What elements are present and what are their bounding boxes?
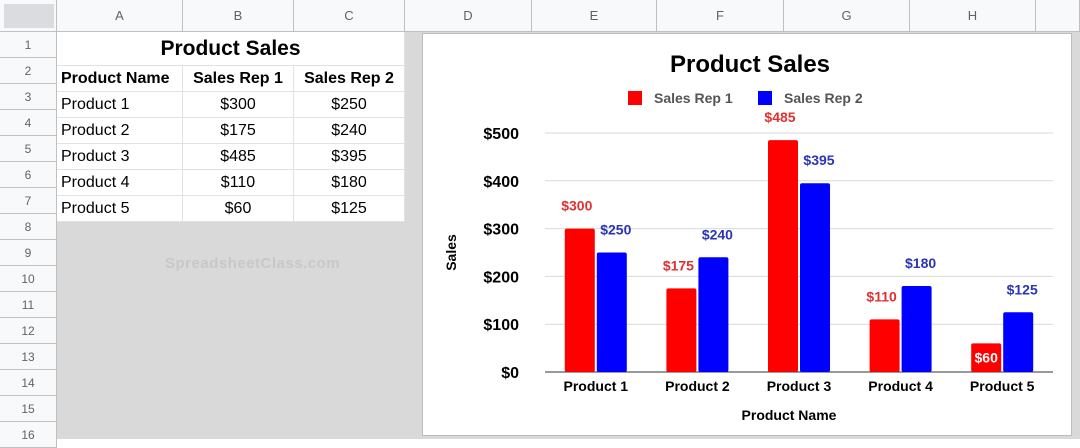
x-tick-label: Product 4	[868, 378, 933, 394]
table-cell[interactable]: $300	[183, 92, 294, 118]
column-header-b[interactable]: B	[183, 0, 294, 32]
table-cell[interactable]: $60	[183, 196, 294, 222]
table-cell[interactable]: $240	[294, 118, 405, 144]
data-label: $110	[866, 288, 897, 304]
data-label: $180	[905, 255, 936, 271]
row-header-10[interactable]: 10	[0, 266, 57, 292]
y-tick-label: $200	[483, 269, 519, 286]
y-axis-title: Sales	[443, 234, 459, 271]
table-cell[interactable]: Product 4	[57, 170, 183, 196]
column-header-g[interactable]: G	[784, 0, 910, 32]
row-header-12[interactable]: 12	[0, 318, 57, 344]
table-title[interactable]: Product Sales	[57, 32, 405, 66]
bar-2	[698, 257, 729, 372]
table-cell[interactable]: $110	[183, 170, 294, 196]
table-cell[interactable]: Product 3	[57, 144, 183, 170]
column-header-f[interactable]: F	[657, 0, 784, 32]
row-header-3[interactable]: 3	[0, 84, 57, 110]
bar-2	[596, 252, 627, 372]
y-tick-label: $400	[483, 174, 519, 191]
data-label: $60	[975, 349, 999, 365]
x-tick-label: Product 3	[767, 378, 832, 394]
row-header-9[interactable]: 9	[0, 240, 57, 266]
row-header-5[interactable]: 5	[0, 136, 57, 162]
row-header-4[interactable]: 4	[0, 110, 57, 136]
y-tick-label: $500	[483, 126, 519, 143]
bar-1	[666, 288, 697, 372]
y-tick-label: $100	[483, 317, 519, 334]
empty-sheet-area	[57, 222, 405, 439]
header-cell[interactable]: Sales Rep 2	[294, 66, 405, 92]
table-cell[interactable]: $125	[294, 196, 405, 222]
table-cell[interactable]: Product 1	[57, 92, 183, 118]
column-header-h[interactable]: H	[910, 0, 1036, 32]
bar-1	[971, 343, 1002, 372]
legend-label: Sales Rep 2	[784, 90, 863, 106]
row-header-1[interactable]: 1	[0, 32, 57, 58]
bar-2	[800, 183, 830, 372]
row-header-7[interactable]: 7	[0, 188, 57, 214]
row-header-13[interactable]: 13	[0, 344, 57, 370]
data-label: $240	[702, 226, 733, 242]
header-cell[interactable]: Product Name	[57, 66, 183, 92]
data-label: $125	[1007, 281, 1038, 297]
y-tick-label: $0	[501, 365, 519, 382]
row-header-2[interactable]: 2	[0, 58, 57, 84]
data-label: $250	[600, 222, 631, 238]
row-header-16[interactable]: 16	[0, 422, 57, 448]
legend-label: Sales Rep 1	[654, 90, 733, 106]
table-cell[interactable]: $485	[183, 144, 294, 170]
data-label: $300	[561, 198, 592, 214]
column-header-d[interactable]: D	[405, 0, 532, 32]
table-cell[interactable]: $175	[183, 118, 294, 144]
legend-swatch	[758, 91, 772, 105]
row-header-15[interactable]: 15	[0, 396, 57, 422]
header-cell[interactable]: Sales Rep 1	[183, 66, 294, 92]
table-cell[interactable]: Product 5	[57, 196, 183, 222]
y-tick-label: $300	[483, 222, 519, 239]
table-cell[interactable]: $250	[294, 92, 405, 118]
bar-2	[1003, 312, 1034, 372]
row-header-8[interactable]: 8	[0, 214, 57, 240]
bar-2	[901, 285, 932, 372]
data-label: $395	[803, 152, 834, 168]
table-cell[interactable]: $180	[294, 170, 405, 196]
bar-1	[768, 140, 798, 372]
column-header-c[interactable]: C	[294, 0, 405, 32]
table-cell[interactable]: Product 2	[57, 118, 183, 144]
row-header-11[interactable]: 11	[0, 292, 57, 318]
column-header-a[interactable]: A	[57, 0, 183, 32]
column-header-overflow	[1036, 0, 1080, 32]
watermark: SpreadsheetClass.com	[165, 255, 341, 272]
column-header-e[interactable]: E	[532, 0, 657, 32]
bar-1	[564, 228, 595, 372]
x-tick-label: Product 5	[970, 378, 1035, 394]
data-label: $485	[764, 109, 795, 125]
legend-swatch	[628, 91, 642, 105]
chart-title: Product Sales	[670, 51, 830, 78]
table-cell[interactable]: $395	[294, 144, 405, 170]
x-tick-label: Product 2	[665, 378, 730, 394]
bar-1	[869, 319, 900, 372]
row-header-14[interactable]: 14	[0, 370, 57, 396]
bar-chart-svg: Product Sales Sales Rep 1 Sales Rep 2 $0 $10…	[443, 51, 1053, 423]
row-header-6[interactable]: 6	[0, 162, 57, 188]
x-tick-label: Product 1	[564, 378, 629, 394]
chart[interactable]: Product Sales Sales Rep 1 Sales Rep 2 $0 $10…	[422, 33, 1072, 436]
data-label: $175	[663, 257, 694, 273]
select-all-corner[interactable]	[0, 0, 57, 32]
x-axis-title: Product Name	[742, 407, 837, 423]
